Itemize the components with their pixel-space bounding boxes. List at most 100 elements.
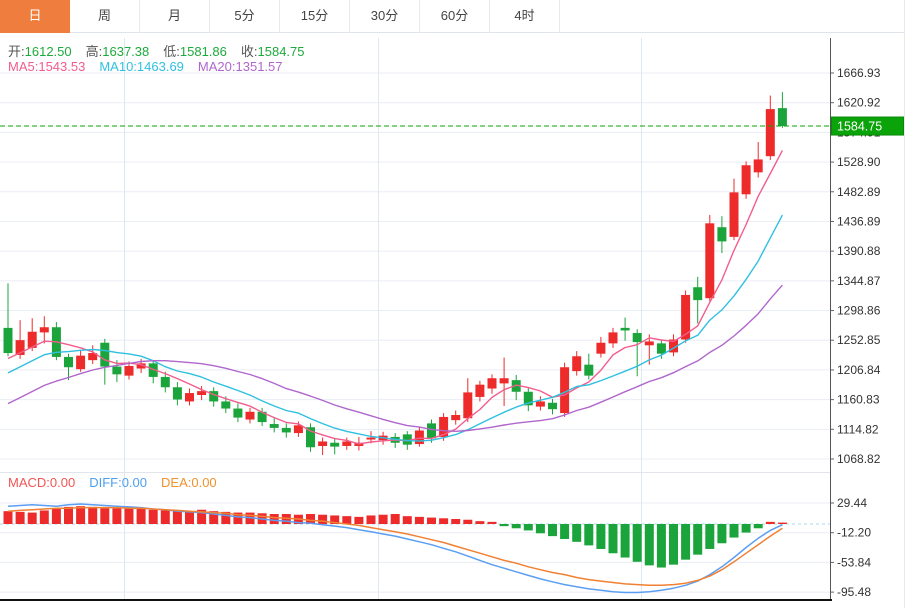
macd-hist-bar — [584, 524, 594, 546]
macd-hist-bar — [669, 524, 678, 565]
macd-hist-bar — [136, 509, 146, 524]
y-axis-label: 1068.82 — [837, 452, 881, 466]
diff-line — [7, 503, 783, 594]
high-label: 高: — [85, 44, 103, 59]
macd-hist-bar — [463, 519, 473, 524]
ma20-label: MA20: — [197, 59, 236, 74]
ma10-value: 1463.69 — [136, 59, 184, 74]
tab-60min[interactable]: 60分 — [420, 0, 490, 33]
macd-hist-bar — [402, 516, 412, 524]
candle-body — [523, 391, 533, 406]
candle-body — [414, 430, 424, 445]
candle-body — [257, 411, 267, 423]
candle-body — [535, 401, 545, 407]
candle-body — [681, 294, 691, 340]
macd-hist-bar — [185, 511, 194, 524]
candle-body — [366, 437, 376, 440]
open-value: 1612.50 — [24, 44, 72, 59]
y-axis-label: 1252.85 — [837, 333, 881, 347]
candle-body — [330, 442, 340, 447]
macd-hist-bar — [560, 524, 570, 539]
y-axis-label: 1528.90 — [837, 155, 881, 169]
macd-hist-bar — [100, 508, 110, 524]
current-price-tag — [831, 116, 904, 136]
candle-body — [499, 378, 509, 384]
candle-body — [342, 441, 352, 446]
tab-weekly[interactable]: 周 — [70, 0, 140, 33]
candle-body — [112, 366, 122, 375]
macd-hist-bar — [15, 511, 25, 524]
candle-body — [76, 355, 86, 370]
y-axis-label: 1114.82 — [837, 422, 879, 436]
candle-body — [318, 441, 328, 446]
tab-15min[interactable]: 15分 — [280, 0, 350, 33]
high-value: 1637.38 — [102, 44, 150, 59]
macd-hist-bar — [112, 508, 122, 524]
ma20-line — [7, 284, 783, 432]
candle-body — [608, 332, 618, 344]
candle-body — [185, 393, 194, 402]
macd-hist-bar — [318, 514, 328, 524]
macd-hist-bar — [548, 524, 557, 537]
candle-body — [427, 423, 436, 439]
candle-body — [15, 340, 25, 355]
macd-hist-bar — [233, 512, 243, 524]
tab-daily[interactable]: 日 — [0, 0, 70, 33]
y-axis-label: 1298.86 — [837, 304, 881, 318]
macd-hist-bar — [475, 521, 485, 524]
candle-body — [596, 342, 606, 354]
candle-body — [39, 327, 49, 333]
candle-body — [27, 331, 37, 348]
macd-hist-bar — [741, 524, 751, 533]
macd-hist-bar — [487, 521, 497, 524]
macd-hist-bar — [511, 524, 521, 529]
candle-body — [136, 363, 146, 369]
close-label: 收: — [240, 44, 258, 59]
candle-body — [293, 425, 303, 434]
macd-hist-bar — [608, 524, 618, 554]
macd-hist-bar — [777, 522, 787, 524]
candle-body — [197, 391, 207, 395]
macd-hist-bar — [76, 506, 86, 524]
macd-hist-bar — [632, 524, 642, 562]
candle-body — [753, 159, 763, 173]
candle-body — [209, 391, 219, 402]
candle-body — [644, 341, 654, 346]
y-axis-label: 1344.87 — [837, 274, 881, 288]
candle-body — [281, 427, 291, 433]
macd-hist-bar — [3, 511, 13, 524]
tab-5min[interactable]: 5分 — [210, 0, 280, 33]
candle-body — [765, 109, 775, 157]
macd-hist-bar — [523, 524, 533, 531]
ma20-value: 1351.57 — [235, 59, 283, 74]
ma5-value: 1543.53 — [38, 59, 86, 74]
tab-4hour[interactable]: 4时 — [490, 0, 560, 33]
timeframe-tabbar: 日周月 5分 15分 30分 60分 4时 — [0, 0, 904, 33]
macd-hist-bar — [366, 515, 376, 524]
macd-hist-bar — [499, 524, 509, 527]
diff-value: 0.00 — [121, 475, 148, 490]
macd-legend: MACD:0.00 DIFF:0.00 DEA:0.00 — [8, 475, 231, 490]
macd-hist-bar — [644, 524, 654, 566]
ohlc-legend: 开:1612.50 高:1637.38 低:1581.86 收:1584.75 — [8, 41, 319, 60]
y-axis-label: 1206.84 — [837, 363, 881, 377]
macd-hist-bar — [306, 514, 315, 524]
candle-body — [124, 365, 134, 376]
macd-hist-bar — [414, 516, 424, 524]
candle-body — [148, 363, 158, 377]
candle-body — [741, 165, 751, 195]
candle-body — [632, 333, 642, 343]
macd-hist-bar — [765, 521, 775, 524]
tab-monthly[interactable]: 月 — [140, 0, 210, 33]
candle-body — [402, 434, 412, 445]
macd-hist-bar — [209, 511, 219, 524]
macd-hist-bar — [88, 506, 98, 524]
y-axis-label: 1482.89 — [837, 185, 881, 199]
macd-hist-bar — [354, 516, 364, 524]
macd-hist-bar — [656, 524, 666, 568]
tab-30min[interactable]: 30分 — [350, 0, 420, 33]
candle-body — [705, 223, 715, 299]
candle-body — [3, 327, 13, 354]
